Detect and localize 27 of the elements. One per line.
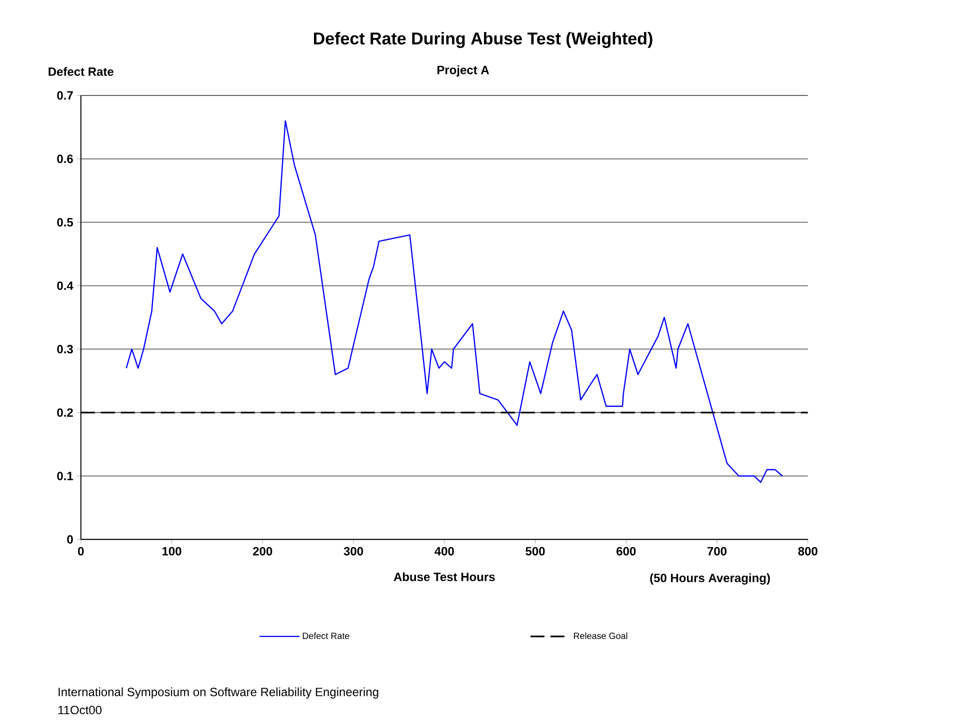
x-tick-label: 200 [253, 546, 272, 556]
x-axis-title: Abuse Test Hours [394, 572, 495, 582]
y-tick-label: 0.6 [57, 154, 73, 164]
x-tick-label: 300 [344, 546, 364, 556]
y-axis-title: Defect Rate [48, 67, 114, 76]
text: International Symposium on Software Reliability Engineering [58, 687, 378, 699]
x-tick-label: 0 [78, 546, 84, 556]
x-tick-label: 800 [798, 546, 818, 556]
y-tick-label: 0 [67, 535, 73, 544]
y-tick-label: 0.3 [57, 344, 73, 354]
legend-label: Release Goal [574, 632, 628, 640]
y-tick-label: 0.5 [57, 218, 74, 227]
x-tick-label: 400 [434, 546, 454, 556]
x-tick-label: 500 [526, 546, 545, 556]
x-tick-label: 600 [616, 546, 636, 556]
chart-subtitle: Project A [437, 65, 490, 77]
text: (50 Hours Averaging) [650, 573, 770, 585]
legend-label: Defect Rate [302, 632, 350, 640]
x-tick-label: 700 [708, 546, 727, 556]
y-tick-label: 0.7 [57, 91, 73, 100]
y-tick-label: 0.2 [57, 408, 73, 417]
text: 11Oct00 [58, 706, 102, 714]
chart-title: Defect Rate During Abuse Test (Weighted) [314, 32, 652, 48]
y-tick-label: 0.1 [57, 472, 74, 480]
x-tick-label: 100 [162, 546, 182, 556]
y-tick-label: 0.4 [57, 281, 74, 290]
line-series [126, 120, 784, 483]
